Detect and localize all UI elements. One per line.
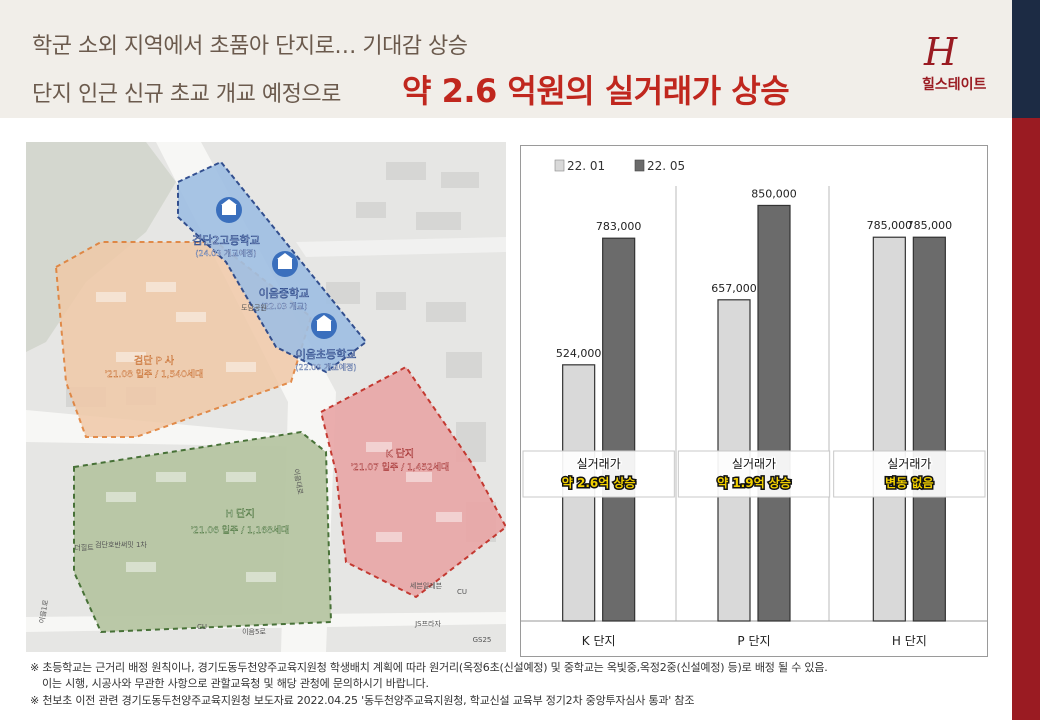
annotation-line2: 변동 없음 — [885, 475, 933, 490]
title-line-1: 학군 소외 지역에서 초품아 단지로… 기대감 상승 — [32, 34, 468, 59]
map-poi-label: 세븐일레븐 — [410, 581, 443, 590]
annotation-line1: 실거래가 — [732, 457, 776, 471]
footnote-2: 이는 시행, 시공사와 무관한 사항으로 관할교육청 및 해당 관청에 문의하시… — [42, 677, 429, 690]
bar-value-label: 783,000 — [596, 220, 642, 233]
site-map: 검단2고등학교 (24.03 개교예정) 이음중학교 (22.03 개교) 이음… — [26, 142, 506, 652]
header-band: 학군 소외 지역에서 초품아 단지로… 기대감 상승 단지 인근 신규 초교 개… — [0, 0, 1040, 118]
bar-jan-2 — [872, 236, 906, 622]
map-poi-label: JS프라자 — [414, 619, 441, 628]
complex-info: '21.08 입주 / 1,540세대 — [105, 368, 204, 380]
school-icon — [311, 313, 337, 339]
complex-label: H 단지 — [225, 508, 254, 520]
footnote-1: ※ 초등학교는 근거리 배정 원칙이나, 경기도동두천양주교육지원청 학생배치 … — [30, 661, 828, 674]
school-icon — [272, 251, 298, 277]
annotation-box — [677, 450, 831, 498]
map-poi-label: CU — [197, 623, 207, 631]
legend-swatch-may — [634, 159, 645, 172]
side-accent-navy — [1012, 0, 1040, 118]
side-accent-red — [1012, 118, 1040, 720]
complex-label: K 단지 — [386, 448, 414, 460]
brand-logo-text: 힐스테이트 — [922, 77, 987, 93]
annotation-line2: 약 2.6억 상승 — [562, 475, 636, 490]
school-note: (22.03 개교) — [261, 301, 307, 311]
annotation-line1: 실거래가 — [887, 457, 931, 471]
legend-label-may: 22. 05 — [647, 159, 685, 173]
school-label: 검단2고등학교 — [192, 234, 260, 247]
map-poi-label: CU — [457, 588, 467, 596]
bar-value-label: 785,000 — [907, 219, 953, 232]
legend-label-jan: 22. 01 — [567, 159, 605, 173]
x-tick-label: H 단지 — [892, 634, 927, 648]
school-note: (24.03 개교예정) — [195, 248, 256, 258]
title-highlight: 약 2.6 억원의 실거래가 상승 — [402, 72, 790, 110]
bar-may-2 — [912, 236, 946, 622]
bar-may-1 — [757, 204, 791, 622]
brand-logo-icon: H — [924, 30, 958, 74]
price-chart: 22. 01 22. 05 524,000 783,000 657,000 850,0… — [521, 159, 987, 648]
bar-value-label: 657,000 — [711, 282, 757, 295]
school-icon — [216, 197, 242, 223]
bar-value-label: 785,000 — [867, 219, 913, 232]
bar-may-0 — [602, 237, 636, 622]
school-label: 이음중학교 — [259, 287, 310, 300]
school-label: 이음초등학교 — [296, 348, 357, 361]
bar-value-label: 850,000 — [751, 187, 797, 200]
annotation-line1: 실거래가 — [577, 457, 621, 471]
school-note: (22.09 개교예정) — [295, 362, 356, 372]
x-tick-label: K 단지 — [582, 634, 616, 648]
complex-info: '21.07 입주 / 1,452세대 — [351, 461, 450, 473]
map-poi-label: 검단호반써밋 1차 — [95, 540, 147, 549]
complex-info: '21.06 입주 / 1,168세대 — [191, 524, 290, 536]
footnote-3: ※ 천보초 이전 관련 경기도동두천양주교육지원청 보도자료 2022.04.2… — [30, 694, 695, 707]
price-chart-frame: 22. 01 22. 05 524,000 783,000 657,000 850,0… — [520, 145, 988, 657]
complex-label: 검단 P 사 — [134, 355, 174, 367]
map-poi-label: 이음5로 — [242, 627, 266, 636]
annotation-box — [833, 450, 986, 498]
map-poi-label: 도담공원 — [241, 303, 267, 312]
legend-swatch-jan — [554, 159, 565, 172]
annotation-box — [522, 450, 675, 498]
map-poi-label: 더힐트 — [74, 543, 94, 552]
x-tick-label: P 단지 — [737, 634, 770, 648]
map-poi-label: 이음1로 — [37, 599, 50, 625]
title-line-2: 단지 인근 신규 초교 개교 예정으로 — [32, 82, 341, 107]
annotation-line2: 약 1.9억 상승 — [717, 475, 791, 490]
bar-value-label: 524,000 — [556, 347, 602, 360]
map-poi-label: GS25 — [473, 636, 492, 644]
